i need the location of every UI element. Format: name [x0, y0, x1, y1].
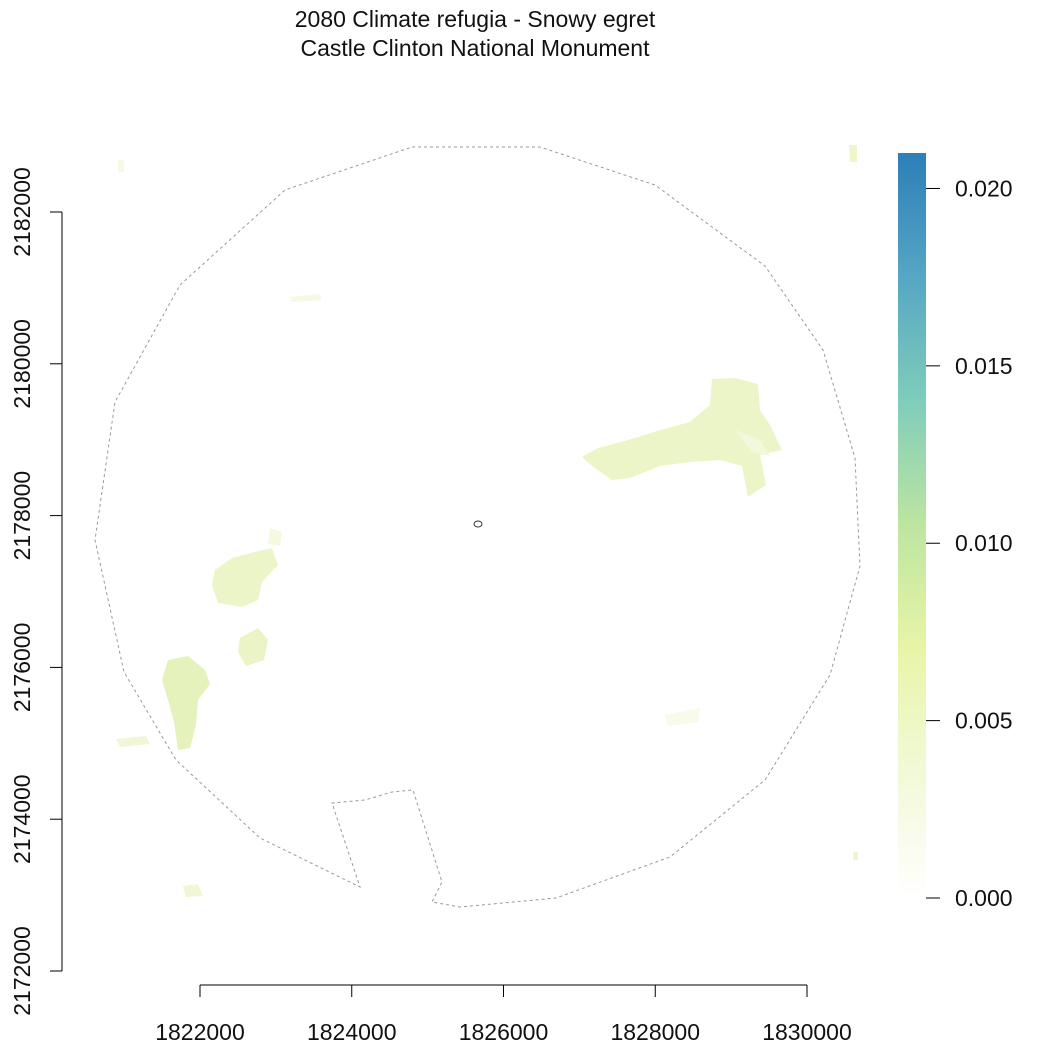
y-tick-label: 2172000: [9, 926, 35, 1016]
legend-tick-label: 0.015: [955, 353, 1013, 379]
refugia-patch-east: [582, 378, 782, 497]
refugia-patch-west-2: [212, 548, 278, 607]
refugia-patch-west-1: [162, 656, 210, 750]
x-axis: 1822000 1824000 1826000 1828000 1830000: [155, 984, 852, 1045]
refugia-patch-ne-corner: [849, 145, 857, 162]
refugia-patch-west-3: [238, 628, 268, 666]
map-title: 2080 Climate refugia - Snowy egret: [294, 6, 656, 32]
refugia-patch-se-small: [665, 708, 700, 726]
y-tick-label: 2182000: [9, 167, 35, 257]
x-tick-label: 1822000: [155, 1019, 245, 1045]
x-tick-label: 1826000: [459, 1019, 549, 1045]
legend-tick-label: 0.005: [955, 708, 1013, 734]
x-tick-label: 1828000: [610, 1019, 700, 1045]
legend-ticks: 0.000 0.005 0.010 0.015 0.020: [926, 175, 1013, 911]
y-tick-label: 2178000: [9, 471, 35, 561]
site-marker: [473, 520, 483, 528]
x-tick-label: 1824000: [307, 1019, 397, 1045]
park-boundary: [94, 146, 861, 908]
refugia-patch-north: [290, 294, 322, 302]
y-axis: 2172000 2174000 2176000 2178000 2180000 21820…: [9, 167, 63, 1016]
legend-colorbar: [898, 153, 926, 898]
refugia-patch-west-6: [268, 528, 282, 546]
refugia-patch-west-4: [116, 736, 150, 747]
y-tick-label: 2174000: [9, 774, 35, 864]
x-tick-label: 1830000: [762, 1019, 852, 1045]
legend-tick-label: 0.020: [955, 175, 1013, 201]
y-tick-label: 2180000: [9, 319, 35, 409]
refugia-patch-east-tip: [735, 430, 770, 456]
legend-tick-label: 0.000: [955, 885, 1013, 911]
map-subtitle: Castle Clinton National Monument: [300, 35, 650, 61]
y-tick-label: 2176000: [9, 623, 35, 713]
refugia-patch-nw-dot: [118, 160, 124, 172]
refugia-patch-se-dot: [853, 852, 858, 860]
legend-tick-label: 0.010: [955, 530, 1013, 556]
refugia-patch-west-5: [183, 884, 203, 897]
refugia-layer: [116, 145, 858, 897]
